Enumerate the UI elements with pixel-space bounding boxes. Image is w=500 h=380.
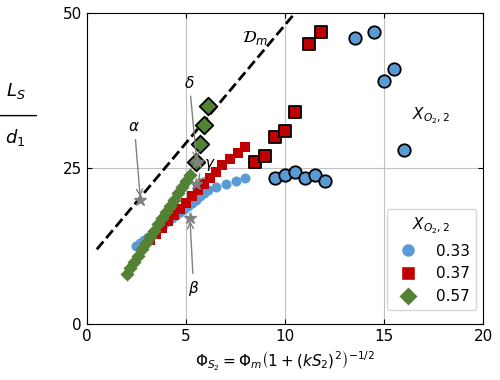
Point — [242, 144, 250, 150]
Point — [370, 28, 378, 35]
Point — [176, 209, 184, 215]
Point — [218, 162, 226, 168]
Point — [178, 184, 186, 190]
Point — [156, 225, 164, 231]
Point — [271, 175, 279, 181]
Point — [132, 243, 140, 249]
Point — [222, 181, 230, 187]
Point — [196, 193, 204, 200]
Point — [194, 187, 202, 193]
Point — [126, 265, 134, 271]
Point — [206, 175, 214, 181]
Point — [350, 35, 358, 41]
Text: $d_1$: $d_1$ — [6, 127, 25, 148]
Point — [168, 215, 176, 221]
Point — [176, 206, 184, 212]
Point — [380, 78, 388, 84]
Point — [172, 212, 180, 218]
Point — [158, 215, 166, 221]
Point — [242, 175, 250, 181]
Point — [200, 190, 208, 196]
Point — [234, 150, 241, 156]
Point — [400, 147, 408, 153]
Point — [305, 41, 313, 47]
Point — [301, 175, 309, 181]
Point — [390, 66, 398, 72]
Point — [232, 178, 239, 184]
Point — [262, 153, 270, 159]
Point — [226, 156, 234, 162]
Text: $\alpha$: $\alpha$ — [128, 119, 142, 195]
Point — [212, 169, 220, 175]
Point — [158, 225, 166, 231]
Point — [188, 193, 196, 200]
Point — [138, 246, 146, 252]
Point — [154, 222, 162, 228]
Point — [146, 234, 154, 240]
Point — [164, 218, 172, 225]
Point — [152, 228, 160, 234]
Point — [188, 200, 196, 206]
Text: $\delta$: $\delta$ — [184, 74, 199, 158]
Point — [130, 259, 138, 265]
Point — [182, 200, 190, 206]
Point — [281, 172, 289, 178]
Point — [140, 237, 148, 243]
Point — [200, 181, 208, 187]
Point — [317, 28, 325, 35]
Point — [192, 196, 200, 203]
Point — [134, 253, 142, 259]
Point — [184, 203, 192, 209]
Point — [192, 159, 200, 165]
Point — [196, 141, 204, 147]
Point — [148, 231, 156, 237]
Point — [122, 271, 130, 277]
Point — [136, 240, 144, 246]
Point — [144, 234, 152, 240]
Point — [311, 172, 319, 178]
Point — [291, 109, 299, 116]
Point — [180, 206, 188, 212]
Point — [212, 184, 220, 190]
Point — [170, 196, 178, 203]
Point — [150, 228, 158, 234]
Text: $L_S$: $L_S$ — [6, 81, 25, 101]
Point — [146, 237, 154, 243]
Text: $X_{O_2,2}$: $X_{O_2,2}$ — [412, 105, 450, 126]
Point — [142, 240, 150, 246]
Text: $\gamma$: $\gamma$ — [198, 157, 216, 180]
Point — [174, 190, 182, 196]
Point — [281, 128, 289, 134]
Point — [204, 187, 212, 193]
Point — [186, 172, 194, 178]
Point — [204, 103, 212, 109]
Point — [321, 178, 329, 184]
X-axis label: $\Phi_{S_2} = \Phi_m \left(1 + (kS_2)^2\right)^{-1/2}$: $\Phi_{S_2} = \Phi_m \left(1 + (kS_2)^2\… — [195, 350, 375, 373]
Text: $\mathcal{D}_m$: $\mathcal{D}_m$ — [242, 29, 268, 47]
Point — [152, 231, 160, 237]
Point — [271, 135, 279, 141]
Point — [162, 209, 170, 215]
Point — [291, 169, 299, 175]
Point — [252, 159, 260, 165]
Point — [170, 212, 178, 218]
Text: $\beta$: $\beta$ — [188, 223, 200, 298]
Point — [164, 218, 172, 225]
Point — [182, 178, 190, 184]
Point — [166, 203, 174, 209]
Point — [160, 222, 168, 228]
Point — [200, 122, 208, 128]
Legend: 0.33, 0.37, 0.57: 0.33, 0.37, 0.57 — [387, 209, 476, 310]
